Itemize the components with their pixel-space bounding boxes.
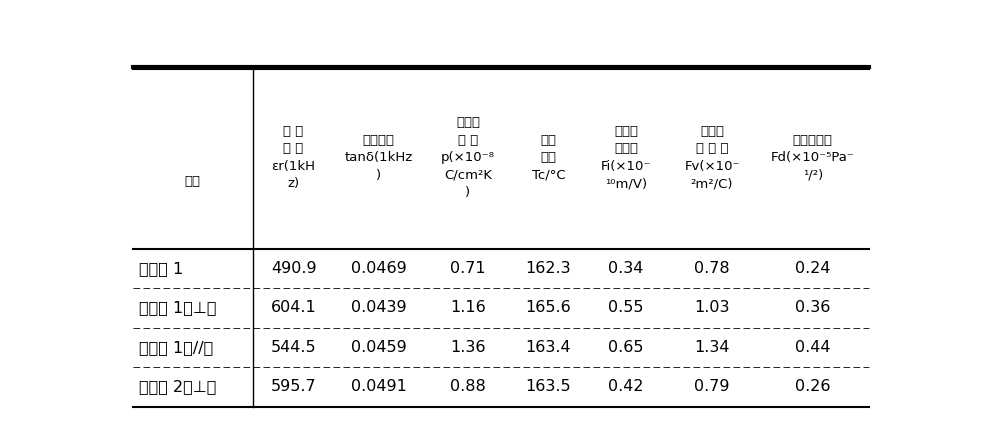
Text: 对比例 1: 对比例 1 — [139, 261, 183, 276]
Text: 0.65: 0.65 — [608, 340, 644, 355]
Text: 595.7: 595.7 — [271, 379, 316, 394]
Text: 介电损耗
tanδ(1kHz
): 介电损耗 tanδ(1kHz ) — [345, 133, 413, 182]
Text: 0.55: 0.55 — [608, 301, 644, 316]
Text: 居里
温度
Tc/°C: 居里 温度 Tc/°C — [532, 133, 565, 182]
Text: 热释电
系 数
p(×10⁻⁸
C/cm²K
): 热释电 系 数 p(×10⁻⁸ C/cm²K ) — [441, 116, 495, 199]
Text: 1.36: 1.36 — [450, 340, 486, 355]
Text: 实施例 2（⊥）: 实施例 2（⊥） — [139, 379, 216, 394]
Text: 0.36: 0.36 — [795, 301, 830, 316]
Text: 电压响
应 优 值
Fv(×10⁻
²m²/C): 电压响 应 优 值 Fv(×10⁻ ²m²/C) — [684, 125, 740, 191]
Text: 0.44: 0.44 — [795, 340, 831, 355]
Text: 0.24: 0.24 — [795, 261, 831, 276]
Text: 162.3: 162.3 — [526, 261, 571, 276]
Text: 1.16: 1.16 — [450, 301, 486, 316]
Text: 0.0439: 0.0439 — [351, 301, 407, 316]
Text: 490.9: 490.9 — [271, 261, 316, 276]
Text: 0.0491: 0.0491 — [351, 379, 407, 394]
Text: 163.4: 163.4 — [526, 340, 571, 355]
Text: 0.78: 0.78 — [694, 261, 730, 276]
Text: 电流响
应优值
Fi(×10⁻
¹⁰m/V): 电流响 应优值 Fi(×10⁻ ¹⁰m/V) — [601, 125, 651, 191]
Text: 165.6: 165.6 — [526, 301, 571, 316]
Text: 样品: 样品 — [185, 175, 201, 188]
Text: 0.26: 0.26 — [795, 379, 831, 394]
Text: 介 电
常 数
εr(1kH
z): 介 电 常 数 εr(1kH z) — [272, 125, 316, 191]
Text: 0.0459: 0.0459 — [351, 340, 407, 355]
Text: 1.34: 1.34 — [694, 340, 730, 355]
Text: 1.03: 1.03 — [694, 301, 730, 316]
Text: 实施例 1（⊥）: 实施例 1（⊥） — [139, 301, 216, 316]
Text: 604.1: 604.1 — [271, 301, 316, 316]
Text: 探测率优值
Fd(×10⁻⁵Pa⁻
¹/²): 探测率优值 Fd(×10⁻⁵Pa⁻ ¹/²) — [771, 133, 855, 182]
Text: 实施例 1（//）: 实施例 1（//） — [139, 340, 213, 355]
Text: 163.5: 163.5 — [526, 379, 571, 394]
Text: 544.5: 544.5 — [271, 340, 316, 355]
Text: 0.79: 0.79 — [694, 379, 730, 394]
Text: 0.34: 0.34 — [608, 261, 644, 276]
Text: 0.42: 0.42 — [608, 379, 644, 394]
Text: 0.88: 0.88 — [450, 379, 486, 394]
Text: 0.71: 0.71 — [450, 261, 486, 276]
Text: 0.0469: 0.0469 — [351, 261, 407, 276]
